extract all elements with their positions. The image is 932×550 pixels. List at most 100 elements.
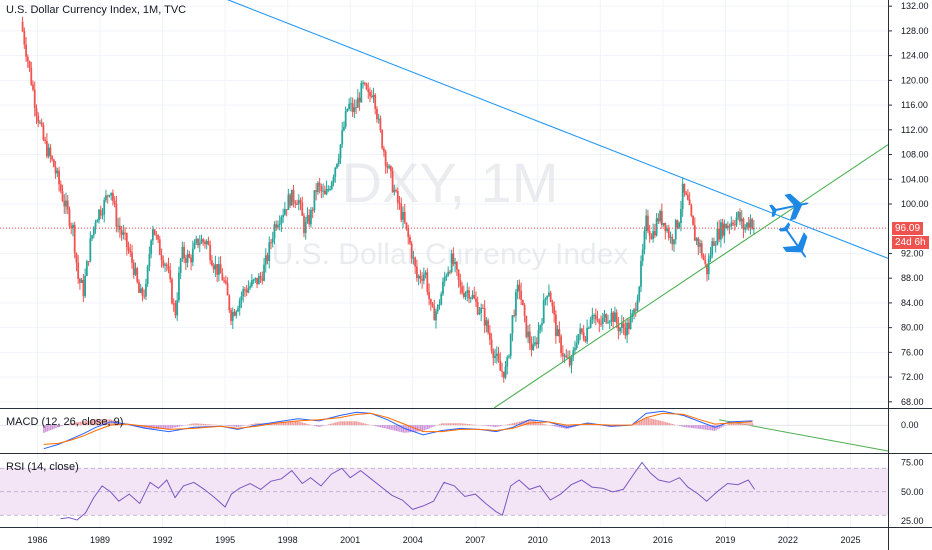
candle-up	[593, 315, 595, 317]
candle-up	[85, 261, 88, 276]
candle-up	[719, 222, 722, 240]
watermark-symbol: DXY, 1M	[342, 151, 559, 214]
time-tick-label: 2007	[465, 535, 485, 545]
macd-pane	[0, 410, 888, 450]
candle-up	[250, 280, 253, 286]
candle-up	[349, 103, 352, 105]
time-tick-label: 1992	[153, 535, 173, 545]
candle-down	[120, 230, 123, 235]
candle-down	[132, 262, 135, 275]
price-tick-label: 84.00	[901, 298, 924, 308]
candle-down	[751, 219, 754, 229]
candle-down	[259, 275, 262, 279]
candle-down	[26, 56, 29, 62]
candle-down	[733, 224, 736, 226]
candle-up	[348, 103, 351, 109]
candle-down	[584, 338, 587, 342]
candle-up	[480, 307, 483, 313]
rsi-title: RSI (14, close)	[6, 461, 79, 473]
candle-up	[98, 209, 100, 221]
candle-down	[115, 203, 118, 227]
candle-down	[184, 258, 187, 263]
candle-up	[346, 108, 349, 112]
candle-up	[542, 300, 545, 324]
candle-up	[282, 214, 285, 218]
candle-down	[28, 61, 31, 68]
candle-up	[749, 219, 752, 228]
candle-up	[450, 253, 453, 273]
candle-up	[567, 357, 569, 359]
candle-up	[699, 243, 701, 247]
grid	[0, 0, 888, 527]
candle-down	[275, 224, 278, 228]
candle-up	[235, 311, 238, 316]
candle-down	[405, 222, 408, 228]
candle-down	[685, 192, 688, 195]
candle-up	[438, 304, 441, 306]
candle-up	[417, 275, 420, 279]
price-tick-label: 116.00	[901, 100, 928, 110]
candle-up	[151, 229, 154, 241]
descending-trendline	[226, 0, 889, 259]
candle-down	[391, 170, 394, 192]
candle-up	[148, 254, 151, 267]
candle-down	[270, 242, 272, 244]
candle-down	[155, 234, 158, 236]
candle-down	[44, 139, 47, 142]
candle-down	[713, 241, 715, 246]
candle-up	[47, 147, 50, 157]
candle-up	[306, 215, 309, 222]
candle-down	[112, 192, 114, 201]
candle-down	[400, 203, 403, 220]
candle-down	[172, 303, 175, 305]
candle-up	[478, 312, 481, 315]
candle-down	[384, 151, 387, 166]
plane-down-icon[interactable]	[773, 218, 817, 265]
rsi-tick-label: 25.00	[901, 516, 924, 526]
candle-down	[612, 312, 615, 322]
candle-down	[535, 342, 538, 345]
candle-down	[42, 125, 45, 140]
time-tick-label: 1995	[215, 535, 235, 545]
candle-up	[186, 254, 189, 263]
candle-down	[476, 301, 479, 315]
candle-up	[740, 218, 743, 222]
candle-up	[466, 290, 469, 293]
candle-down	[688, 199, 691, 206]
candle-up	[626, 322, 628, 336]
candle-up	[179, 258, 182, 273]
candle-up	[509, 333, 512, 357]
candle-down	[129, 250, 132, 253]
candle-down	[40, 122, 43, 126]
candle-down	[398, 202, 401, 204]
candle-down	[647, 215, 649, 231]
candle-down	[157, 235, 159, 240]
candle-up	[532, 344, 535, 351]
candle-down	[431, 303, 434, 307]
plane-up-icon[interactable]	[768, 190, 812, 224]
candle-up	[508, 356, 510, 358]
candle-down	[99, 209, 102, 216]
price-tick-label: 124.00	[901, 51, 929, 61]
candle-up	[145, 283, 147, 297]
rsi-tick-label: 75.00	[901, 457, 924, 467]
time-tick-label: 2010	[528, 535, 548, 545]
candle-up	[436, 304, 439, 312]
candle-up	[101, 214, 104, 216]
candle-up	[659, 211, 661, 222]
candle-down	[565, 355, 568, 358]
candle-up	[666, 228, 668, 232]
candle-up	[607, 322, 609, 324]
candle-down	[131, 252, 133, 263]
candle-up	[641, 249, 644, 262]
candle-down	[61, 191, 64, 201]
candle-up	[334, 167, 337, 177]
macd-line	[43, 410, 753, 450]
candle-down	[554, 314, 557, 337]
candle-down	[158, 239, 161, 255]
candle-up	[709, 255, 712, 259]
candle-up	[362, 82, 364, 84]
candle-down	[363, 82, 366, 84]
candle-down	[582, 332, 585, 339]
